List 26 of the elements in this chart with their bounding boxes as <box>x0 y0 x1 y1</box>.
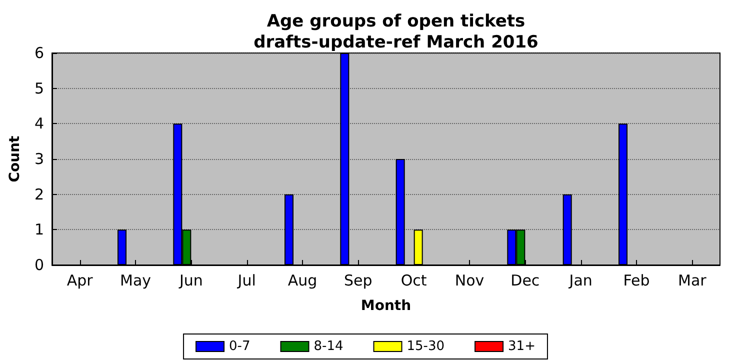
y-axis-title: Count <box>7 135 23 182</box>
y-tick-label: 6 <box>34 44 44 62</box>
chart-title: Age groups of open tickets drafts-update-ref March 2016 <box>254 12 538 52</box>
x-axis-title: Month <box>360 298 412 314</box>
x-tick-label: Apr <box>66 272 94 290</box>
x-tick-label: Mar <box>678 272 708 290</box>
y-tick-label: 0 <box>34 256 44 274</box>
x-tick-label: Nov <box>454 272 484 290</box>
y-tick-label: 2 <box>34 185 44 204</box>
y-tick-label: 5 <box>34 79 44 98</box>
legend-label: 31+ <box>508 339 536 354</box>
legend-label: 15-30 <box>406 339 445 354</box>
x-tick-label: Aug <box>288 272 318 290</box>
legend-label: 0-7 <box>229 339 250 354</box>
x-tick-label: Jul <box>236 272 256 290</box>
x-tick-label: Sep <box>344 272 372 290</box>
legend-label: 8-14 <box>314 339 344 354</box>
x-tick-label: Oct <box>400 272 427 290</box>
y-tick-label: 1 <box>34 220 44 239</box>
x-tick-label: May <box>120 272 152 290</box>
x-tick-label: Feb <box>623 272 650 290</box>
x-tick-label: Dec <box>510 272 540 290</box>
x-tick-label: Jun <box>178 272 203 290</box>
y-tick-label: 4 <box>34 114 44 133</box>
x-tick-label: Jan <box>568 272 592 290</box>
y-tick-label: 3 <box>34 150 44 168</box>
